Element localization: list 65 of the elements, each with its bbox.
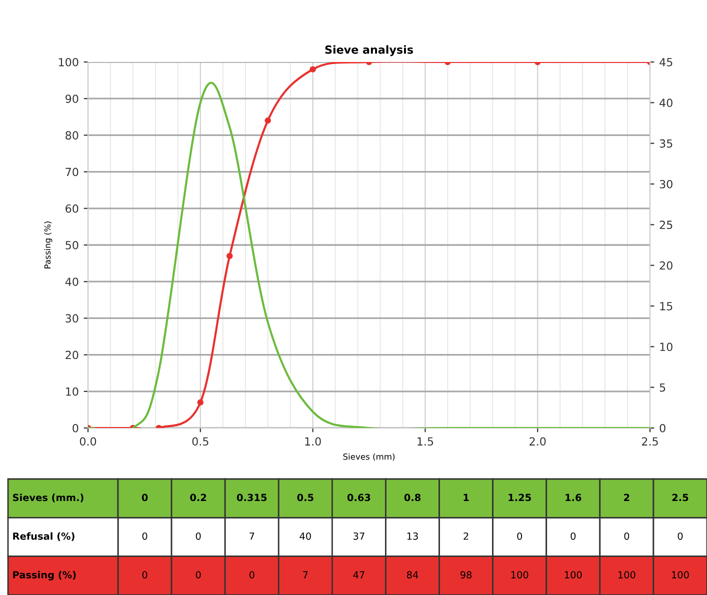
data-label: 47 [353,571,364,578]
x-tick-label: 0.315 [236,494,267,502]
chart-title: Sieve analysis [325,45,413,56]
y2-tick-label: 30 [660,180,672,188]
x-tick-label: 1.6 [566,494,582,502]
y-tick-label: Refusal (%) [13,532,74,541]
x-tick-label: 2.5 [672,494,688,502]
y-tick-label: 20 [66,350,78,360]
data-label: 100 [618,571,636,578]
x-tick-label: 2.5 [642,437,658,446]
y2-tick-label: 40 [660,98,672,108]
x-tick-label: 0.2 [190,494,206,502]
x-tick-label: 0.5 [192,437,208,446]
data-label: 0 [517,532,522,540]
data-label: 98 [460,571,472,578]
y2-tick-label: 0 [660,424,666,432]
data-label: 100 [564,571,582,578]
y2-tick-label: 20 [660,261,672,270]
y-tick-label: 90 [66,94,78,103]
x-tick-label: 1.25 [508,494,531,502]
x-axis-title: Sieves (mm) [343,453,395,461]
data-label: 0 [142,532,148,540]
y2-tick-label: 45 [660,58,672,66]
y-tick-label: 10 [66,387,78,396]
x-tick-label: 1.5 [418,437,434,446]
data-label: 37 [354,532,364,540]
x-tick-label: 0 [142,494,148,502]
data-label: 0 [570,532,576,540]
y-tick-label: 70 [66,168,78,176]
y-tick-label: Passing (%) [13,570,76,580]
data-label: 7 [250,532,254,540]
y2-tick-label: 25 [660,220,672,230]
y2-tick-label: 5 [660,383,666,392]
x-axis-title: Sieves (mm.) [12,494,84,502]
x-tick-label: 0.63 [347,494,370,502]
data-label: 2 [464,532,468,540]
data-label: 0 [624,532,630,540]
x-tick-label: 2.0 [530,437,546,446]
data-label: 84 [406,571,418,578]
y-tick-label: 40 [65,278,78,286]
data-label: 0 [249,571,254,578]
y-tick-label: 100 [58,58,78,66]
y2-tick-label: 35 [660,139,672,148]
x-tick-label: 1.0 [305,437,321,446]
data-label: 100 [511,571,528,578]
data-label: 7 [303,571,308,578]
y-tick-label: 60 [66,204,78,213]
x-tick-label: 0.0 [80,437,96,446]
data-label: 40 [300,532,311,540]
x-tick-label: 0.8 [404,494,421,502]
data-label: 0 [196,571,201,578]
data-label: 0 [142,571,148,578]
y-tick-label: 30 [66,314,78,323]
y-tick-label: 0 [72,424,78,432]
x-tick-label: 0.5 [297,494,314,502]
data-label: 0 [196,532,201,540]
data-label: 100 [672,571,689,578]
y-tick-label: 50 [66,240,78,250]
y-tick-label: 80 [66,131,78,140]
x-tick-label: 2 [624,494,630,502]
x-tick-label: 1 [464,494,469,502]
y2-tick-label: 15 [660,302,672,310]
y2-tick-label: 10 [660,342,672,352]
data-label: 13 [407,532,418,540]
data-label: 0 [678,532,683,540]
